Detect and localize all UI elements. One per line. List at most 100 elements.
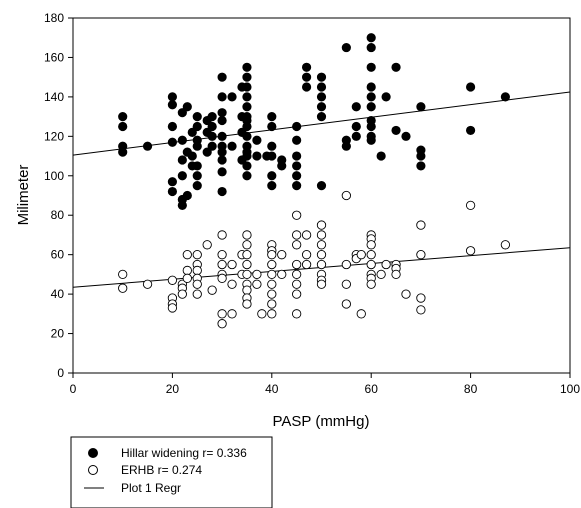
hillar-widening-point: [142, 141, 153, 151]
hillar-widening-point: [416, 151, 426, 161]
hillar-widening-point: [316, 181, 327, 191]
x-tick-label: 20: [166, 382, 180, 396]
erhb-point: [242, 240, 252, 250]
y-tick-label: 140: [44, 90, 64, 104]
erhb-point: [192, 250, 202, 260]
hillar-widening-point: [217, 115, 227, 126]
hillar-widening-point: [366, 62, 376, 72]
erhb-point: [267, 259, 277, 270]
erhb-point: [301, 259, 312, 270]
erhb-point: [227, 259, 237, 270]
hillar-widening-point: [351, 121, 361, 132]
hillar-widening-point: [366, 82, 376, 92]
erhb-point: [177, 289, 187, 299]
hillar-widening-point: [292, 135, 302, 145]
hillar-widening-point: [207, 121, 217, 132]
hillar-widening-point: [292, 171, 302, 181]
hillar-widening-point: [187, 127, 197, 137]
erhb-point: [227, 279, 237, 289]
hillar-widening-point: [366, 102, 376, 112]
erhb-point: [366, 259, 376, 270]
hillar-widening-point: [217, 186, 227, 197]
hillar-widening-point: [202, 147, 212, 157]
erhb-point: [416, 250, 426, 260]
erhb-point: [217, 230, 227, 240]
x-tick-label: 0: [70, 382, 77, 396]
hillar-widening-point: [252, 135, 262, 145]
hillar-widening-point: [316, 92, 327, 102]
plot-frame: [72, 17, 571, 374]
hillar-widening-point: [217, 167, 227, 177]
hillar-widening-point: [391, 125, 401, 136]
hillar-widening-point: [217, 108, 227, 118]
hillar-widening-point: [366, 42, 376, 53]
erhb-point: [242, 285, 252, 295]
erhb-point: [291, 230, 302, 240]
y-tick-label: 80: [51, 208, 65, 222]
erhb-point: [257, 309, 267, 319]
axis-ticks: 0 20 40 60 80 100 0 20 40 60 80 100 120 140 160 180: [44, 11, 580, 396]
hillar-widening-point: [242, 171, 252, 181]
x-tick-label: 80: [464, 382, 478, 396]
erhb-point: [416, 220, 426, 230]
hillar-widening-point: [217, 72, 227, 82]
erhb-points: [118, 190, 511, 329]
hillar-widening-point: [292, 121, 302, 132]
hillar-widening-point: [242, 102, 252, 112]
hillar-widening-point: [366, 33, 376, 43]
erhb-point: [277, 269, 287, 280]
erhb-point: [341, 299, 351, 309]
erhb-point: [242, 230, 252, 240]
erhb-point: [391, 269, 401, 280]
erhb-point: [291, 279, 302, 289]
erhb-point: [341, 190, 351, 201]
erhb-point: [267, 299, 277, 309]
hillar-widening-point: [401, 131, 411, 141]
x-tick-label: 40: [265, 382, 279, 396]
hillar-widening-point: [167, 100, 177, 110]
erhb-point: [267, 250, 277, 260]
erhb-point: [167, 275, 178, 285]
erhb-point: [267, 269, 277, 280]
erhb-point: [291, 309, 302, 319]
erhb-point: [252, 269, 262, 280]
hillar-widening-point: [292, 161, 302, 171]
hillar-widening-point: [341, 42, 351, 53]
y-tick-label: 120: [44, 129, 64, 143]
erhb-point: [381, 259, 391, 270]
erhb-point: [401, 289, 411, 299]
erhb-point: [192, 289, 202, 299]
hillar-widening-point: [182, 102, 192, 112]
erhb-point: [202, 240, 212, 250]
hillar-widening-point: [192, 112, 202, 122]
erhb-point: [227, 309, 237, 319]
erhb-point: [301, 250, 312, 260]
hillar-widening-point: [167, 137, 177, 147]
hillar-widening-point: [217, 92, 227, 102]
y-tick-label: 160: [44, 50, 64, 64]
hillar-widening-point: [242, 131, 252, 141]
hillar-widening-point: [167, 92, 177, 102]
hillar-widening-point: [192, 141, 202, 151]
erhb-point: [316, 259, 327, 270]
hillar-widening-point: [267, 141, 277, 151]
hillar-widening-point: [416, 102, 426, 112]
erhb-point: [291, 210, 302, 220]
erhb-point: [217, 309, 227, 319]
hillar-widening-point: [177, 155, 187, 165]
hillar-widening-point: [227, 141, 237, 151]
hillar-widening-point: [177, 171, 187, 181]
erhb-point: [242, 250, 252, 260]
legend-label-regression: Plot 1 Regr: [121, 481, 181, 495]
erhb-point: [192, 265, 202, 276]
hillar-widening-point: [177, 108, 187, 118]
erhb-point: [182, 273, 192, 283]
erhb-point: [356, 250, 366, 260]
hillar-widening-point: [207, 131, 217, 141]
erhb-point: [217, 250, 227, 260]
erhb-point: [242, 259, 252, 270]
y-tick-label: 180: [44, 11, 64, 25]
erhb-point: [182, 265, 192, 276]
hillar-widening-point: [182, 190, 192, 201]
hillar-widening-point: [416, 161, 426, 171]
